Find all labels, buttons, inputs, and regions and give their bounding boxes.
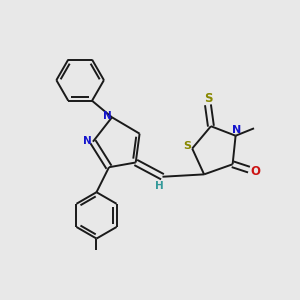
Text: S: S — [183, 140, 191, 151]
Text: N: N — [232, 125, 242, 135]
Text: S: S — [204, 92, 212, 105]
Text: O: O — [250, 165, 260, 178]
Text: N: N — [82, 136, 91, 146]
Text: N: N — [103, 110, 112, 121]
Text: H: H — [155, 181, 164, 191]
